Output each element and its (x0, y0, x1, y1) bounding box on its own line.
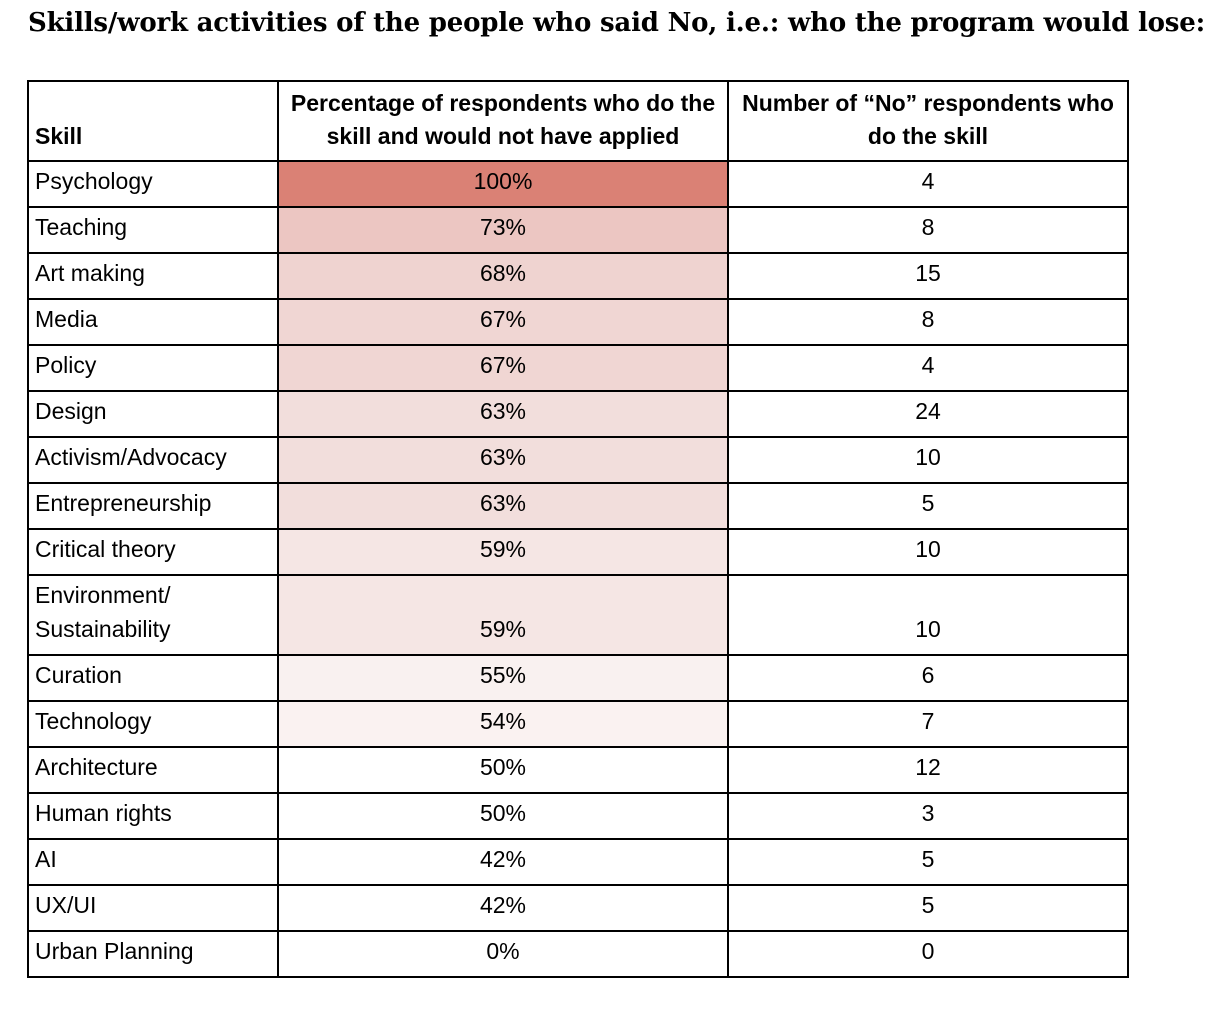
percentage-cell: 67% (277, 298, 729, 346)
header-skill: Skill (27, 80, 279, 162)
count-cell: 5 (727, 838, 1129, 886)
percentage-cell: 59% (277, 528, 729, 576)
percentage-cell: 0% (277, 930, 729, 978)
count-cell: 0 (727, 930, 1129, 978)
count-cell: 4 (727, 160, 1129, 208)
percentage-cell: 59% (277, 574, 729, 656)
percentage-cell: 50% (277, 746, 729, 794)
skill-cell: Design (27, 390, 279, 438)
percentage-cell: 42% (277, 838, 729, 886)
percentage-cell: 63% (277, 436, 729, 484)
count-cell: 7 (727, 700, 1129, 748)
count-cell: 10 (727, 528, 1129, 576)
count-cell: 5 (727, 482, 1129, 530)
count-cell: 15 (727, 252, 1129, 300)
percentage-cell: 100% (277, 160, 729, 208)
skill-cell: Environment/ Sustainability (27, 574, 279, 656)
skill-cell: Activism/Advocacy (27, 436, 279, 484)
table-row: Policy 67% 4 (27, 344, 1129, 392)
skill-cell: Human rights (27, 792, 279, 840)
count-cell: 8 (727, 298, 1129, 346)
percentage-cell: 68% (277, 252, 729, 300)
skill-cell: Policy (27, 344, 279, 392)
count-cell: 24 (727, 390, 1129, 438)
header-count: Number of “No” respondents who do the sk… (727, 80, 1129, 162)
count-cell: 8 (727, 206, 1129, 254)
skill-cell: Architecture (27, 746, 279, 794)
skill-cell: Psychology (27, 160, 279, 208)
header-percentage: Percentage of respondents who do the ski… (277, 80, 729, 162)
table-row: Critical theory 59% 10 (27, 528, 1129, 576)
table-row: Art making 68% 15 (27, 252, 1129, 300)
table-row: AI 42% 5 (27, 838, 1129, 886)
table-row: Curation 55% 6 (27, 654, 1129, 702)
page-heading: Skills/work activities of the people who… (28, 8, 1205, 38)
skill-cell: AI (27, 838, 279, 886)
percentage-cell: 50% (277, 792, 729, 840)
count-cell: 10 (727, 436, 1129, 484)
percentage-cell: 63% (277, 390, 729, 438)
table-row: Activism/Advocacy 63% 10 (27, 436, 1129, 484)
count-cell: 3 (727, 792, 1129, 840)
table-row: Human rights 50% 3 (27, 792, 1129, 840)
table-row: Media 67% 8 (27, 298, 1129, 346)
count-cell: 5 (727, 884, 1129, 932)
percentage-cell: 63% (277, 482, 729, 530)
table-row: Teaching 73% 8 (27, 206, 1129, 254)
percentage-cell: 42% (277, 884, 729, 932)
table-row: Technology 54% 7 (27, 700, 1129, 748)
count-cell: 10 (727, 574, 1129, 656)
table-row: Design 63% 24 (27, 390, 1129, 438)
skill-cell: Curation (27, 654, 279, 702)
table-body: Psychology 100% 4 Teaching 73% 8 Art making 68%… (27, 160, 1129, 978)
table-row: Environment/ Sustainability 59% 10 (27, 574, 1129, 656)
table-row: Psychology 100% 4 (27, 160, 1129, 208)
table-header-row: Skill Percentage of respondents who do t… (27, 80, 1129, 162)
count-cell: 4 (727, 344, 1129, 392)
percentage-cell: 67% (277, 344, 729, 392)
skill-cell: Teaching (27, 206, 279, 254)
count-cell: 12 (727, 746, 1129, 794)
skills-table: Skill Percentage of respondents who do t… (27, 80, 1129, 978)
skill-cell: Media (27, 298, 279, 346)
skill-cell: Technology (27, 700, 279, 748)
skill-cell: Urban Planning (27, 930, 279, 978)
table-row: Architecture 50% 12 (27, 746, 1129, 794)
percentage-cell: 73% (277, 206, 729, 254)
percentage-cell: 55% (277, 654, 729, 702)
count-cell: 6 (727, 654, 1129, 702)
table-row: Entrepreneurship 63% 5 (27, 482, 1129, 530)
skill-cell: Critical theory (27, 528, 279, 576)
skill-cell: Entrepreneurship (27, 482, 279, 530)
percentage-cell: 54% (277, 700, 729, 748)
table-row: Urban Planning 0% 0 (27, 930, 1129, 978)
table-row: UX/UI 42% 5 (27, 884, 1129, 932)
skill-cell: UX/UI (27, 884, 279, 932)
skill-cell: Art making (27, 252, 279, 300)
